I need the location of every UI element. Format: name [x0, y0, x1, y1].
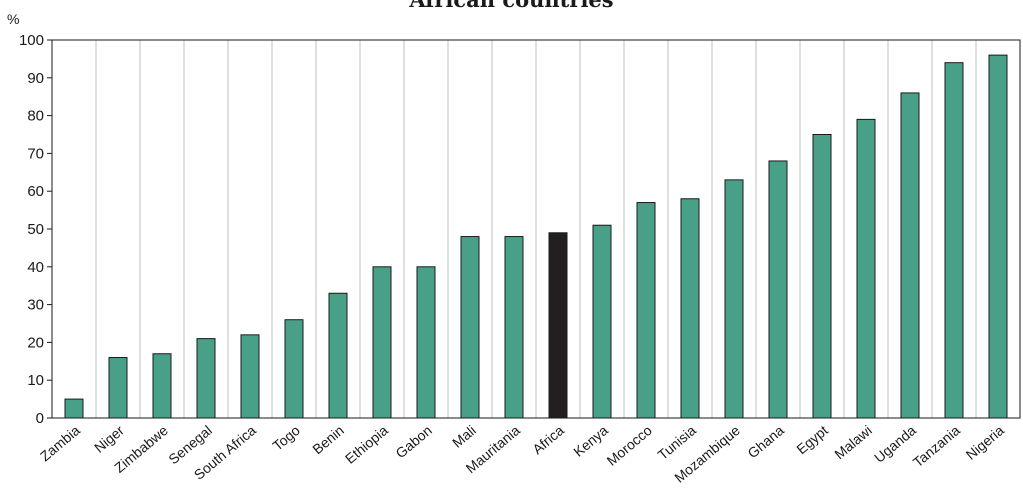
x-tick-label: Zambia	[37, 422, 83, 464]
y-axis-unit-label: %	[7, 11, 19, 27]
y-tick-label: 50	[27, 221, 44, 238]
bar-tunisia	[680, 198, 700, 419]
y-tick-label: 100	[19, 32, 44, 49]
bar-kenya	[592, 224, 612, 419]
bar-mozambique	[724, 179, 744, 419]
x-tick-label: Niger	[91, 422, 127, 456]
bar-zimbabwe	[152, 353, 172, 419]
x-tick-label: Africa	[529, 422, 567, 457]
bar-malawi	[856, 118, 876, 419]
bar-mali	[460, 236, 480, 419]
bar-zambia	[64, 398, 84, 419]
x-tick-label: Morocco	[604, 422, 656, 469]
x-tick-label: Benin	[309, 422, 347, 457]
bar-morocco	[636, 202, 656, 419]
bar-nigeria	[988, 54, 1008, 419]
bar-benin	[328, 292, 348, 419]
x-tick-label: Mali	[449, 422, 479, 451]
y-tick-label: 30	[27, 297, 44, 314]
x-tick-label: Togo	[269, 422, 303, 454]
bar-gabon	[416, 266, 436, 419]
y-tick-label: 0	[36, 410, 44, 427]
y-tick-label: 20	[27, 334, 44, 351]
bar-tanzania	[944, 62, 964, 419]
bar-uganda	[900, 92, 920, 419]
grid	[95, 40, 977, 418]
bar-niger	[108, 357, 128, 419]
x-tick-label: Ghana	[744, 422, 787, 461]
y-tick-label: 80	[27, 108, 44, 125]
bar-ghana	[768, 160, 788, 419]
y-tick-label: 60	[27, 183, 44, 200]
y-tick-label: 10	[27, 372, 44, 389]
x-tick-label: Gabon	[392, 422, 434, 461]
chart-title: African countries	[0, 0, 1023, 13]
y-ticks: 0 10 20 30 40 50 60 70 80 90 100	[19, 32, 52, 427]
x-tick-label: Nigeria	[963, 422, 1007, 463]
y-tick-label: 40	[27, 259, 44, 276]
bar-mauritania	[504, 236, 524, 419]
x-tick-label: Malawi	[831, 422, 875, 462]
bar-togo	[284, 319, 304, 419]
x-tick-label: Egypt	[793, 422, 831, 457]
bars	[64, 54, 1008, 419]
x-tick-label: Tanzania	[910, 422, 963, 470]
bar-senegal	[196, 338, 216, 419]
bar-africa	[548, 232, 568, 419]
y-tick-label: 90	[27, 70, 44, 87]
bar-ethiopia	[372, 266, 392, 419]
bar-egypt	[812, 134, 832, 419]
bar-south-africa	[240, 334, 260, 419]
y-tick-label: 70	[27, 145, 44, 162]
x-tick-label: Ethiopia	[342, 422, 391, 467]
